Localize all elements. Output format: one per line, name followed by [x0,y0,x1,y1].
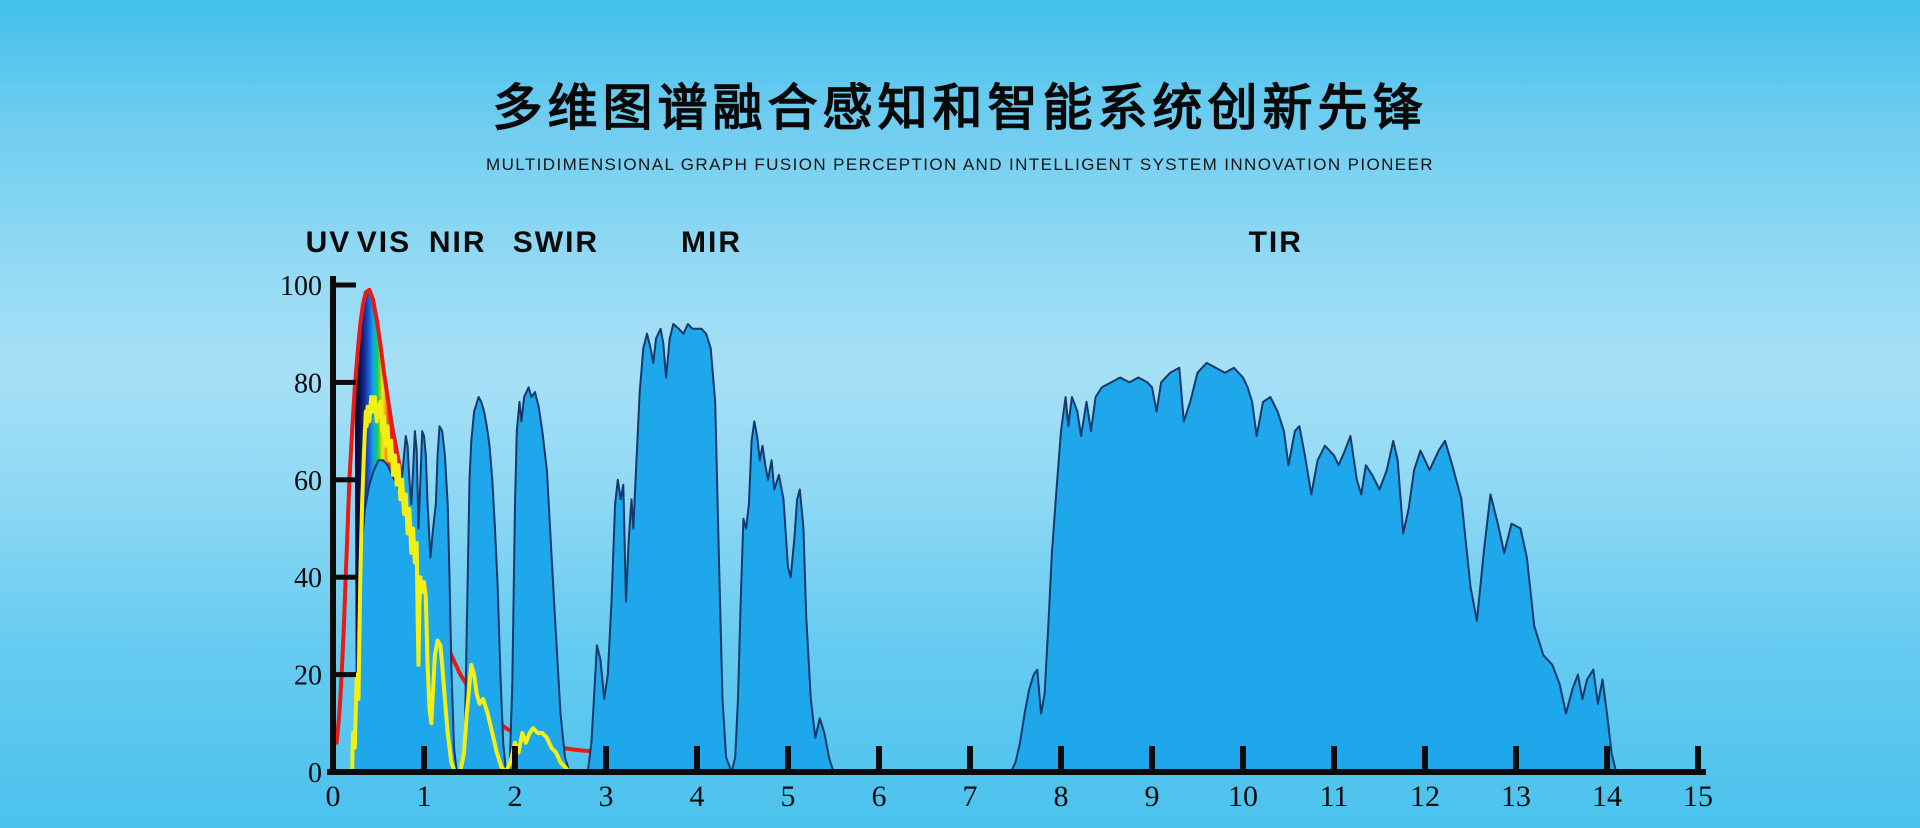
x-tick-label: 13 [1501,780,1531,813]
x-tick [1513,746,1519,772]
x-tick-label: 12 [1410,780,1440,813]
band-label-mir: MIR [681,226,743,259]
x-tick [1149,746,1155,772]
x-tick [1422,746,1428,772]
x-tick [1240,746,1246,772]
x-tick-label: 4 [690,780,705,813]
x-tick [603,746,609,772]
y-tick [336,282,356,288]
x-tick-label: 2 [508,780,523,813]
band-label-uv: UV [305,226,352,259]
x-tick [1331,746,1337,772]
x-tick-label: 8 [1054,780,1069,813]
band-label-vis: VIS [356,226,412,259]
y-tick-label: 80 [294,368,322,399]
y-tick [336,379,356,385]
x-tick [1058,746,1064,772]
page-title: 多维图谱融合感知和智能系统创新先锋 [492,80,1428,136]
y-tick [336,574,356,580]
axes [327,276,1706,775]
atmospheric-transmission-area [351,323,1618,773]
x-tick [512,746,518,772]
y-tick-label: 20 [294,661,322,692]
x-tick-label: 3 [599,780,614,813]
x-tick [694,746,700,772]
x-tick [967,746,973,772]
solar-irradiance-curve [350,395,572,774]
x-tick [1695,746,1701,772]
x-tick-label: 9 [1145,780,1160,813]
band-label-tir: TIR [1248,226,1303,259]
x-tick-label: 15 [1683,780,1713,813]
x-tick-label: 11 [1320,780,1349,813]
x-tick-label: 1 [417,780,432,813]
y-tick-label: 40 [294,563,322,594]
y-tick-label: 0 [308,758,322,789]
band-label-swir: SWIR [512,226,600,259]
x-axis [327,769,1706,775]
x-tick [1604,746,1610,772]
x-tick-label: 7 [963,780,978,813]
visible-spectrum-rainbow-fill [354,289,402,714]
y-tick [336,672,356,678]
x-tick-label: 6 [872,780,887,813]
y-axis [330,276,336,775]
x-tick [785,746,791,772]
x-tick [876,746,882,772]
x-tick-label: 0 [326,780,341,813]
band-label-nir: NIR [428,226,487,259]
x-tick [421,746,427,772]
x-tick-label: 14 [1592,780,1622,813]
x-tick-label: 10 [1228,780,1258,813]
x-tick-label: 5 [781,780,796,813]
page-subtitle: MULTIDIMENSIONAL GRAPH FUSION PERCEPTION… [486,155,1434,174]
y-tick-label: 100 [280,271,322,302]
y-tick [336,477,356,483]
y-tick-label: 60 [294,466,322,497]
